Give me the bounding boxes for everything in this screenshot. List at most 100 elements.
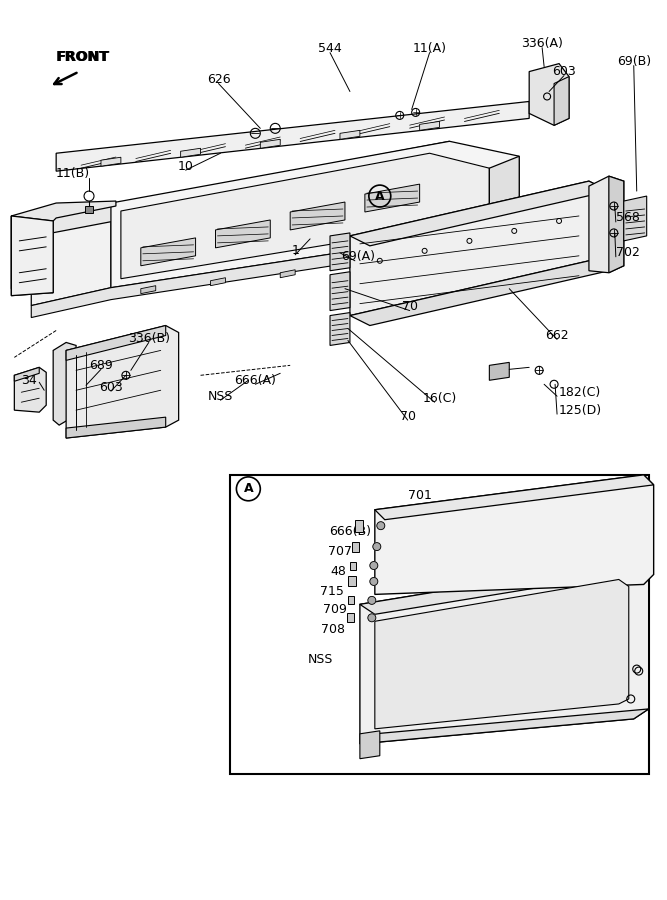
Polygon shape [11, 201, 116, 295]
Text: 16(C): 16(C) [422, 392, 457, 405]
Text: 666(B): 666(B) [329, 526, 371, 538]
Text: NSS: NSS [307, 652, 333, 666]
Polygon shape [66, 326, 165, 360]
Polygon shape [14, 367, 46, 412]
Polygon shape [420, 122, 440, 130]
Polygon shape [347, 613, 354, 622]
Polygon shape [340, 130, 360, 140]
Polygon shape [31, 141, 450, 237]
Polygon shape [352, 542, 359, 552]
Text: 336(B): 336(B) [128, 332, 170, 345]
Text: 34: 34 [21, 374, 37, 387]
Polygon shape [141, 285, 155, 293]
Polygon shape [589, 176, 624, 273]
Text: 48: 48 [330, 565, 346, 578]
Text: 544: 544 [318, 42, 342, 55]
Text: 689: 689 [89, 359, 113, 372]
Circle shape [368, 614, 376, 622]
Text: 707: 707 [328, 545, 352, 558]
Polygon shape [14, 367, 39, 382]
Polygon shape [420, 254, 435, 262]
Polygon shape [365, 184, 420, 212]
Polygon shape [490, 363, 510, 381]
Polygon shape [350, 562, 356, 570]
Text: 708: 708 [321, 623, 345, 635]
Polygon shape [350, 181, 609, 316]
Polygon shape [350, 181, 609, 246]
Polygon shape [348, 577, 356, 587]
Polygon shape [85, 206, 93, 213]
Text: 70: 70 [400, 410, 416, 423]
Polygon shape [375, 475, 654, 519]
Text: 702: 702 [616, 247, 640, 259]
Polygon shape [66, 326, 179, 438]
Polygon shape [330, 272, 350, 310]
Text: A: A [243, 482, 253, 495]
Polygon shape [330, 233, 350, 271]
Polygon shape [31, 203, 111, 306]
Polygon shape [53, 342, 76, 425]
Polygon shape [350, 261, 609, 326]
Polygon shape [529, 64, 569, 125]
Polygon shape [375, 475, 654, 594]
Polygon shape [280, 270, 295, 278]
Text: 69(B): 69(B) [617, 55, 651, 68]
Text: 182(C): 182(C) [559, 386, 602, 399]
Polygon shape [490, 157, 519, 251]
Polygon shape [181, 148, 201, 157]
Text: FRONT: FRONT [57, 50, 111, 64]
Text: 603: 603 [552, 65, 576, 78]
Text: A: A [375, 190, 385, 203]
Polygon shape [211, 278, 225, 285]
Text: 11(B): 11(B) [56, 166, 90, 180]
Text: FRONT: FRONT [56, 50, 109, 64]
Text: 11(A): 11(A) [413, 42, 447, 55]
Text: 662: 662 [545, 329, 569, 342]
Polygon shape [554, 76, 569, 125]
Polygon shape [290, 202, 345, 230]
Text: 666(A): 666(A) [568, 674, 610, 688]
Polygon shape [215, 220, 270, 248]
Text: 706: 706 [542, 503, 566, 517]
Polygon shape [121, 153, 490, 279]
Text: 125(D): 125(D) [559, 404, 602, 417]
Polygon shape [11, 216, 53, 295]
Polygon shape [11, 216, 53, 292]
Polygon shape [360, 560, 649, 743]
Text: NSS: NSS [208, 390, 233, 402]
Text: 336(A): 336(A) [521, 37, 563, 50]
Text: 1: 1 [291, 244, 299, 257]
Polygon shape [360, 731, 380, 759]
Text: 712: 712 [569, 695, 593, 707]
Text: 70: 70 [402, 300, 418, 313]
Text: 69(A): 69(A) [341, 250, 375, 264]
Bar [230, 475, 649, 774]
Polygon shape [348, 597, 354, 605]
Text: 10: 10 [177, 159, 193, 173]
Polygon shape [375, 580, 629, 729]
Polygon shape [624, 196, 647, 241]
Circle shape [370, 578, 378, 585]
Polygon shape [609, 176, 624, 273]
Text: 666(A): 666(A) [234, 374, 276, 387]
Polygon shape [111, 141, 519, 288]
Polygon shape [56, 102, 529, 171]
Circle shape [368, 597, 376, 605]
Polygon shape [355, 519, 363, 532]
Polygon shape [330, 312, 350, 346]
Polygon shape [360, 560, 649, 615]
Polygon shape [66, 417, 165, 438]
Text: 701: 701 [408, 490, 432, 502]
Polygon shape [141, 238, 195, 266]
Polygon shape [101, 158, 121, 166]
Text: 709: 709 [323, 603, 347, 616]
Polygon shape [350, 262, 365, 270]
Text: 626: 626 [207, 73, 230, 86]
Text: 603: 603 [99, 381, 123, 394]
Circle shape [377, 522, 385, 530]
Circle shape [370, 562, 378, 570]
Text: 568: 568 [616, 212, 640, 224]
Circle shape [373, 543, 381, 551]
Polygon shape [360, 709, 649, 743]
Polygon shape [31, 236, 519, 318]
